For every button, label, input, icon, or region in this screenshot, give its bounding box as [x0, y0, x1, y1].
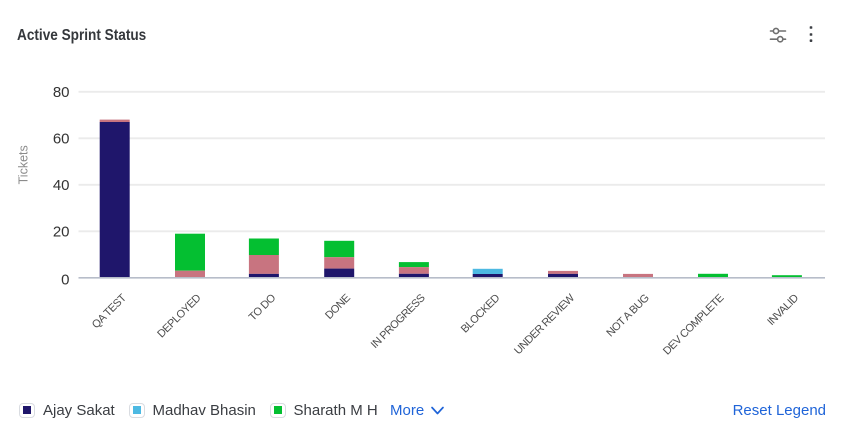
svg-text:QA TEST: QA TEST: [90, 292, 129, 331]
svg-text:40: 40: [53, 177, 70, 194]
svg-text:TO DO: TO DO: [247, 292, 279, 324]
svg-text:0: 0: [61, 271, 69, 288]
svg-text:DEPLOYED: DEPLOYED: [155, 292, 203, 340]
svg-text:UNDER REVIEW: UNDER REVIEW: [512, 292, 578, 358]
svg-text:DEV COMPLETE: DEV COMPLETE: [661, 292, 726, 357]
svg-text:20: 20: [53, 224, 70, 241]
svg-text:80: 80: [53, 84, 70, 101]
svg-text:IN PROGRESS: IN PROGRESS: [369, 292, 428, 351]
svg-text:DONE: DONE: [323, 292, 353, 322]
svg-text:60: 60: [53, 131, 70, 148]
svg-text:Tickets: Tickets: [17, 145, 31, 184]
svg-text:NOT A BUG: NOT A BUG: [604, 292, 651, 339]
svg-text:INVALID: INVALID: [765, 292, 801, 328]
svg-text:BLOCKED: BLOCKED: [459, 292, 503, 336]
